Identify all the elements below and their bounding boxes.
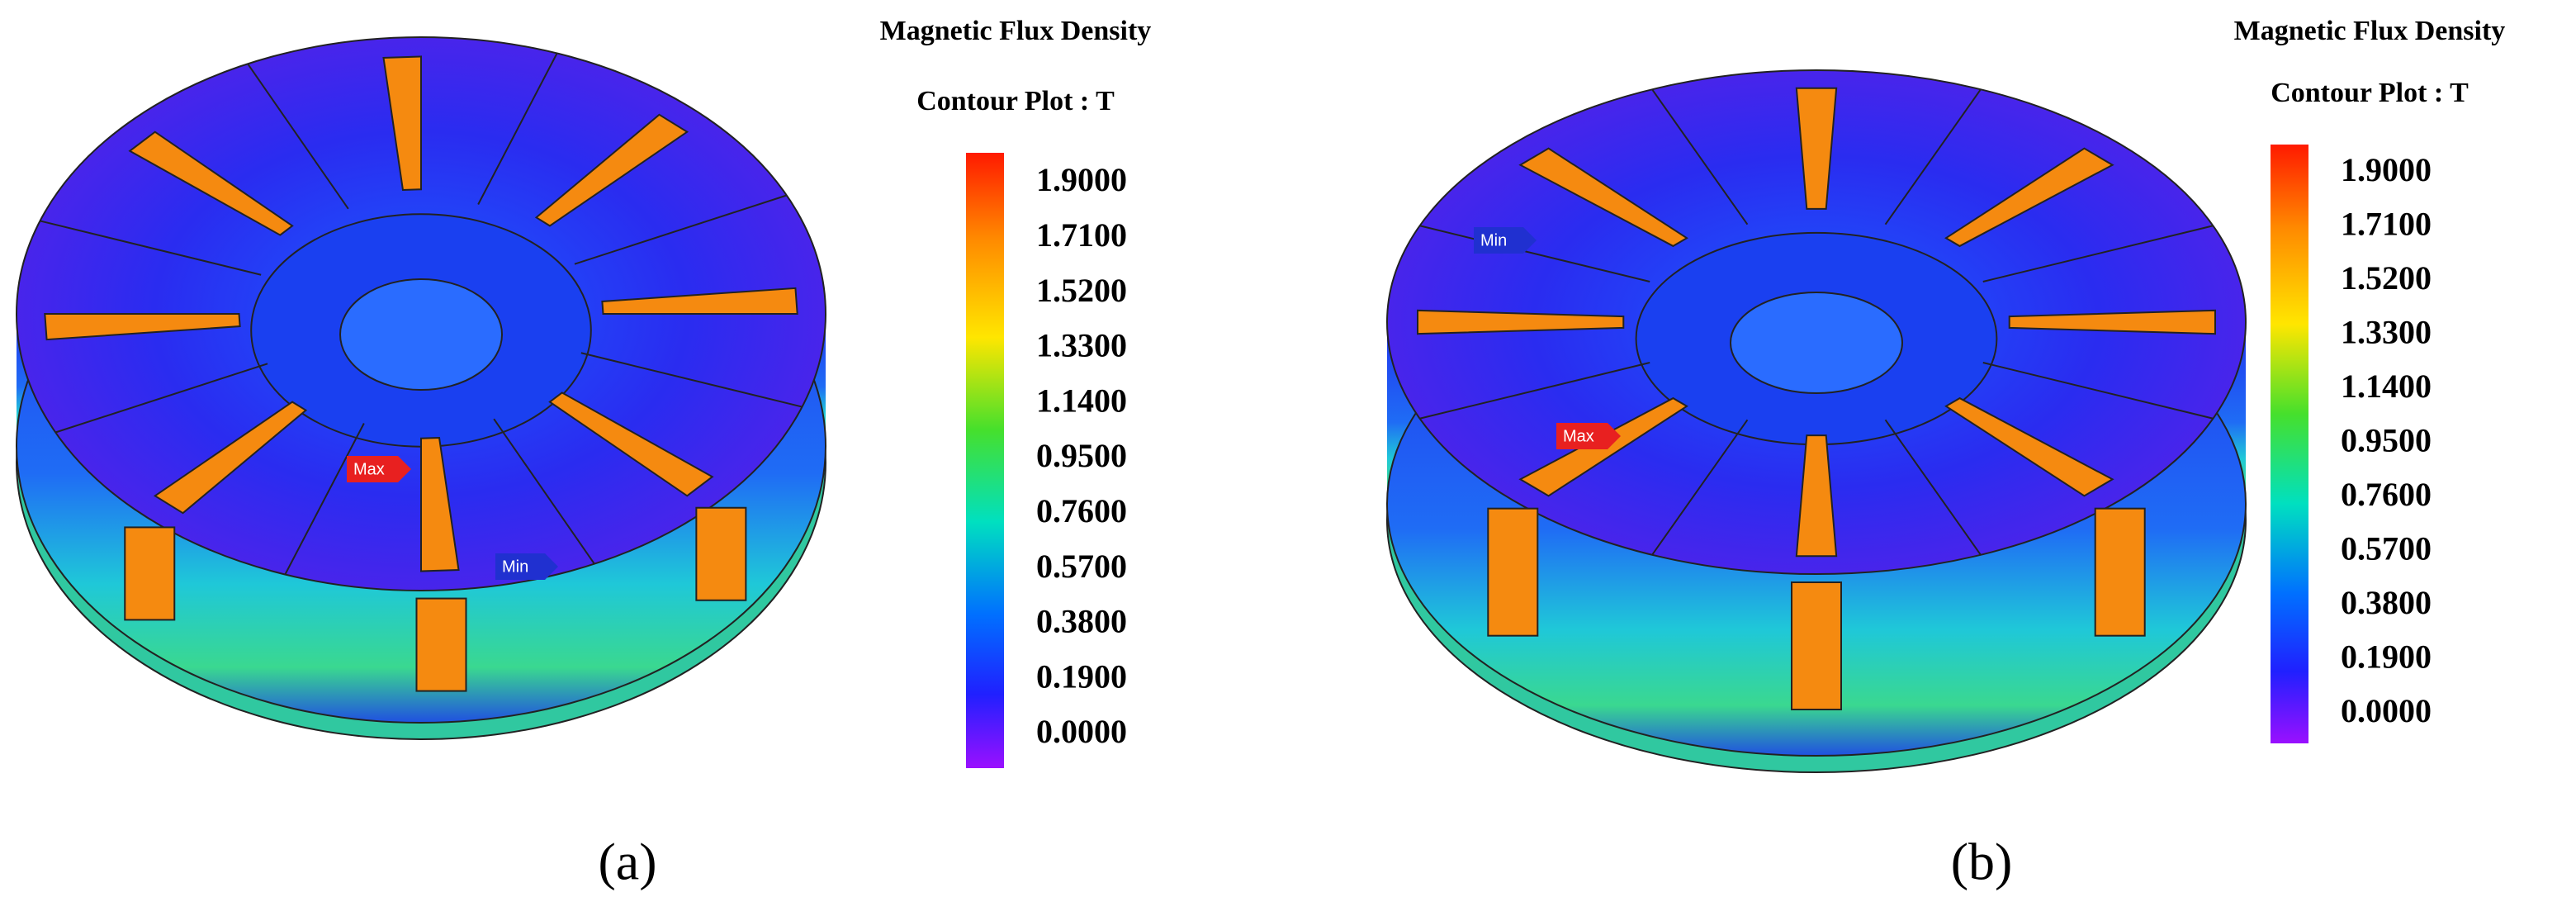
color-tick-label: 0.5700 (2341, 530, 2432, 567)
hub (339, 278, 503, 391)
magnet (1944, 396, 2114, 497)
segment-edge (1884, 88, 1982, 225)
color-tick-label: 0.0000 (2341, 692, 2432, 729)
color-tick-label: 0.3800 (1036, 603, 1127, 640)
color-tick-label: 1.9000 (2341, 151, 2432, 188)
magnet (1944, 147, 2114, 248)
segment-edge (477, 53, 558, 205)
segment-edge (580, 352, 803, 408)
magnet (128, 131, 294, 236)
magnet (420, 436, 460, 572)
color-tick-label: 0.9500 (1036, 437, 1127, 474)
magnet (44, 313, 241, 341)
side-magnet (2094, 507, 2146, 637)
min-label: Min (502, 558, 528, 576)
magnet (1795, 87, 1838, 210)
segment-edge (1884, 419, 1982, 556)
max-flag (347, 456, 411, 482)
max-marker: Max (347, 456, 411, 482)
min-marker: Min (495, 553, 558, 580)
magnet (548, 392, 714, 497)
segment-edge (40, 220, 262, 276)
max-flag (1556, 423, 1621, 449)
min-label: Min (1480, 231, 1507, 249)
magnet (1518, 147, 1688, 248)
magnet (601, 287, 798, 315)
min-marker: Min (1474, 227, 1537, 254)
segment-edge (284, 423, 365, 575)
caption: (a) (598, 833, 656, 891)
legend-title: Magnetic Flux Density (2234, 16, 2506, 46)
color-tick-label: 0.5700 (1036, 548, 1127, 585)
legend-subtitle: Contour Plot : T (916, 86, 1115, 116)
segment-edge (1651, 88, 1749, 225)
segment-edge (1651, 419, 1749, 556)
max-marker: Max (1556, 423, 1621, 449)
side-magnet (1791, 581, 1842, 710)
color-tick-label: 1.5200 (1036, 272, 1127, 309)
color-tick-label: 1.7100 (1036, 216, 1127, 254)
magnet (382, 55, 422, 192)
color-bar (966, 153, 1004, 768)
magnet (1795, 434, 1838, 558)
magnet (2008, 309, 2216, 335)
panel-a: Magnetic Flux Density Contour Plot : T 1.9… (16, 16, 1152, 891)
max-label: Max (353, 460, 385, 478)
caption: (b) (1951, 833, 2013, 891)
color-tick-label: 1.9000 (1036, 161, 1127, 198)
panel-b: Magnetic Flux Density Contour Plot : T 1.9… (1386, 16, 2506, 891)
segment-edge (54, 363, 268, 434)
segment-edge (247, 63, 349, 210)
legend-subtitle: Contour Plot : T (2271, 78, 2469, 108)
color-bar (2271, 145, 2308, 743)
max-label: Max (1563, 427, 1594, 445)
segment-edge (1419, 225, 1650, 282)
color-tick-label: 0.0000 (1036, 713, 1127, 750)
color-tick-label: 1.5200 (2341, 259, 2432, 297)
color-tick-label: 0.1900 (2341, 638, 2432, 676)
color-tick-label: 0.3800 (2341, 584, 2432, 621)
segment-edge (574, 194, 788, 265)
magnet (153, 401, 308, 515)
side-magnet (1487, 507, 1539, 637)
hub (1730, 292, 1903, 394)
side-magnet (124, 526, 176, 621)
side-magnet (415, 597, 467, 692)
color-tick-label: 0.1900 (1036, 657, 1127, 695)
magnet (534, 113, 689, 227)
color-tick-label: 1.1400 (1036, 382, 1127, 419)
color-tick-label: 0.7600 (2341, 476, 2432, 513)
min-flag (1474, 227, 1537, 254)
side-magnet (695, 506, 747, 601)
magnet (1417, 309, 1625, 335)
color-tick-label: 0.7600 (1036, 492, 1127, 529)
color-tick-label: 1.1400 (2341, 368, 2432, 405)
color-tick-label: 1.3300 (1036, 327, 1127, 364)
color-tick-label: 0.9500 (2341, 422, 2432, 459)
min-flag (495, 553, 558, 580)
segment-edge (1982, 225, 2214, 282)
segment-edge (1982, 362, 2214, 420)
segment-edge (1419, 362, 1650, 420)
legend-title: Magnetic Flux Density (880, 16, 1152, 46)
color-tick-label: 1.3300 (2341, 314, 2432, 351)
color-tick-label: 1.7100 (2341, 206, 2432, 243)
segment-edge (493, 418, 595, 565)
